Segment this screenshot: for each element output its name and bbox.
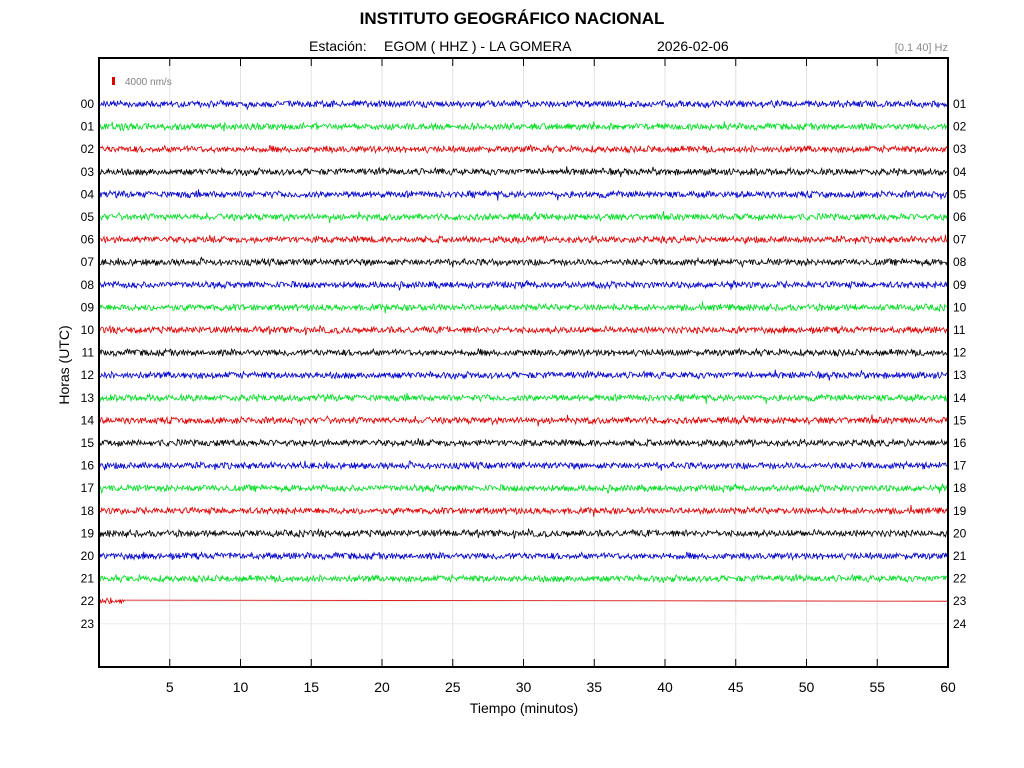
y-hour-label-left: 10 bbox=[81, 323, 95, 337]
y-hour-label-right: 01 bbox=[953, 97, 967, 111]
scale-bar-mark bbox=[112, 77, 115, 85]
trace-hour-09 bbox=[98, 301, 948, 314]
y-hour-label-right: 13 bbox=[953, 368, 967, 382]
y-hour-label-right: 02 bbox=[953, 120, 967, 134]
y-hour-label-left: 01 bbox=[81, 120, 95, 134]
trace-hour-01 bbox=[98, 121, 949, 132]
y-axis-title: Horas (UTC) bbox=[56, 325, 72, 405]
y-hour-label-left: 09 bbox=[81, 300, 95, 314]
y-hour-label-left: 06 bbox=[81, 233, 95, 247]
filter-band-label: [0.1 40] Hz bbox=[894, 42, 948, 54]
y-hour-label-right: 10 bbox=[953, 300, 967, 314]
trace-hour-07 bbox=[98, 256, 949, 269]
y-hour-label-right: 17 bbox=[953, 459, 967, 473]
y-hour-label-left: 00 bbox=[81, 97, 95, 111]
trace-hour-05 bbox=[98, 211, 949, 223]
scale-bar: 4000 nm/s bbox=[112, 77, 172, 88]
x-tick-label: 5 bbox=[166, 679, 174, 695]
date-label: 2026-02-06 bbox=[657, 38, 729, 54]
x-tick-label: 40 bbox=[657, 679, 673, 695]
y-hour-label-left: 11 bbox=[82, 346, 95, 360]
y-hour-label-left: 21 bbox=[81, 572, 95, 586]
y-hour-label-left: 05 bbox=[81, 210, 95, 224]
y-hour-label-right: 05 bbox=[953, 187, 967, 201]
y-hour-label-left: 03 bbox=[81, 165, 95, 179]
y-hour-label-right: 07 bbox=[953, 233, 967, 247]
trace-group bbox=[98, 99, 949, 605]
x-axis-title: Tiempo (minutos) bbox=[469, 700, 579, 716]
y-hour-label-left: 08 bbox=[81, 278, 95, 292]
trace-hour-11 bbox=[98, 347, 949, 358]
y-hour-label-left: 04 bbox=[81, 187, 95, 201]
y-hour-label-right: 15 bbox=[953, 413, 967, 427]
y-hour-label-left: 19 bbox=[81, 526, 95, 540]
y-hour-label-right: 09 bbox=[953, 278, 967, 292]
trace-hour-06 bbox=[98, 234, 949, 245]
x-tick-label: 55 bbox=[869, 679, 885, 695]
y-hour-label-right: 12 bbox=[953, 346, 967, 360]
station-name: EGOM ( HHZ ) - LA GOMERA bbox=[384, 38, 572, 54]
trace-hour-16 bbox=[98, 459, 949, 471]
x-tick-label: 10 bbox=[233, 679, 249, 695]
y-hour-label-left: 20 bbox=[81, 549, 95, 563]
chart-title: INSTITUTO GEOGRÁFICO NACIONAL bbox=[359, 9, 665, 28]
trace-hour-13 bbox=[98, 392, 949, 405]
y-hour-label-right: 06 bbox=[953, 210, 967, 224]
x-tick-label: 60 bbox=[940, 679, 956, 695]
station-label: Estación: bbox=[309, 38, 367, 54]
trace-hour-15 bbox=[98, 438, 949, 448]
trace-hour-04 bbox=[98, 189, 949, 201]
y-hour-label-right: 24 bbox=[953, 617, 967, 631]
x-tick-label: 25 bbox=[445, 679, 461, 695]
y-hour-label-left: 13 bbox=[81, 391, 95, 405]
x-tick-label: 35 bbox=[586, 679, 602, 695]
y-hour-label-right: 04 bbox=[953, 165, 967, 179]
trace-hour-00 bbox=[98, 99, 949, 111]
x-tick-label: 45 bbox=[728, 679, 744, 695]
y-hour-label-left: 18 bbox=[81, 504, 95, 518]
tick-group: 5 10 15 20 25 30 35 40 45 50 55 60 00 01 02 03 04 05 06 07 0… bbox=[81, 58, 967, 695]
y-hour-label-left: 22 bbox=[81, 594, 95, 608]
y-hour-label-left: 12 bbox=[81, 368, 95, 382]
y-hour-label-right: 14 bbox=[953, 391, 967, 405]
trace-hour-19 bbox=[98, 528, 949, 539]
y-hour-label-right: 19 bbox=[953, 504, 967, 518]
y-hour-label-left: 02 bbox=[81, 142, 95, 156]
y-hour-label-left: 17 bbox=[81, 481, 95, 495]
trace-hour-17 bbox=[98, 483, 949, 495]
trace-hour-02 bbox=[98, 143, 949, 155]
y-hour-label-right: 11 bbox=[953, 323, 966, 337]
y-hour-label-left: 16 bbox=[81, 459, 95, 473]
y-hour-label-right: 18 bbox=[953, 481, 967, 495]
y-hour-label-right: 03 bbox=[953, 142, 967, 156]
trace-hour-10 bbox=[98, 324, 949, 336]
y-hour-label-right: 08 bbox=[953, 255, 967, 269]
scale-bar-label: 4000 nm/s bbox=[125, 77, 172, 88]
trace-hour-22 bbox=[98, 597, 949, 605]
trace-hour-20 bbox=[98, 551, 949, 561]
trace-hour-03 bbox=[98, 166, 949, 178]
y-hour-label-left: 07 bbox=[81, 255, 95, 269]
trace-hour-08 bbox=[98, 279, 948, 291]
x-tick-label: 30 bbox=[516, 679, 532, 695]
y-hour-label-right: 20 bbox=[953, 526, 967, 540]
y-hour-label-left: 23 bbox=[81, 617, 95, 631]
trace-hour-12 bbox=[98, 369, 949, 381]
y-hour-label-right: 22 bbox=[953, 572, 967, 586]
trace-hour-14 bbox=[98, 414, 949, 427]
y-hour-label-left: 14 bbox=[81, 413, 95, 427]
y-hour-label-right: 23 bbox=[953, 594, 967, 608]
x-tick-label: 50 bbox=[799, 679, 815, 695]
y-hour-label-left: 15 bbox=[81, 436, 95, 450]
y-hour-label-right: 16 bbox=[953, 436, 967, 450]
x-tick-label: 15 bbox=[303, 679, 319, 695]
trace-hour-21 bbox=[98, 573, 949, 584]
x-tick-label: 20 bbox=[374, 679, 390, 695]
y-hour-label-right: 21 bbox=[953, 549, 967, 563]
trace-hour-18 bbox=[98, 504, 949, 517]
